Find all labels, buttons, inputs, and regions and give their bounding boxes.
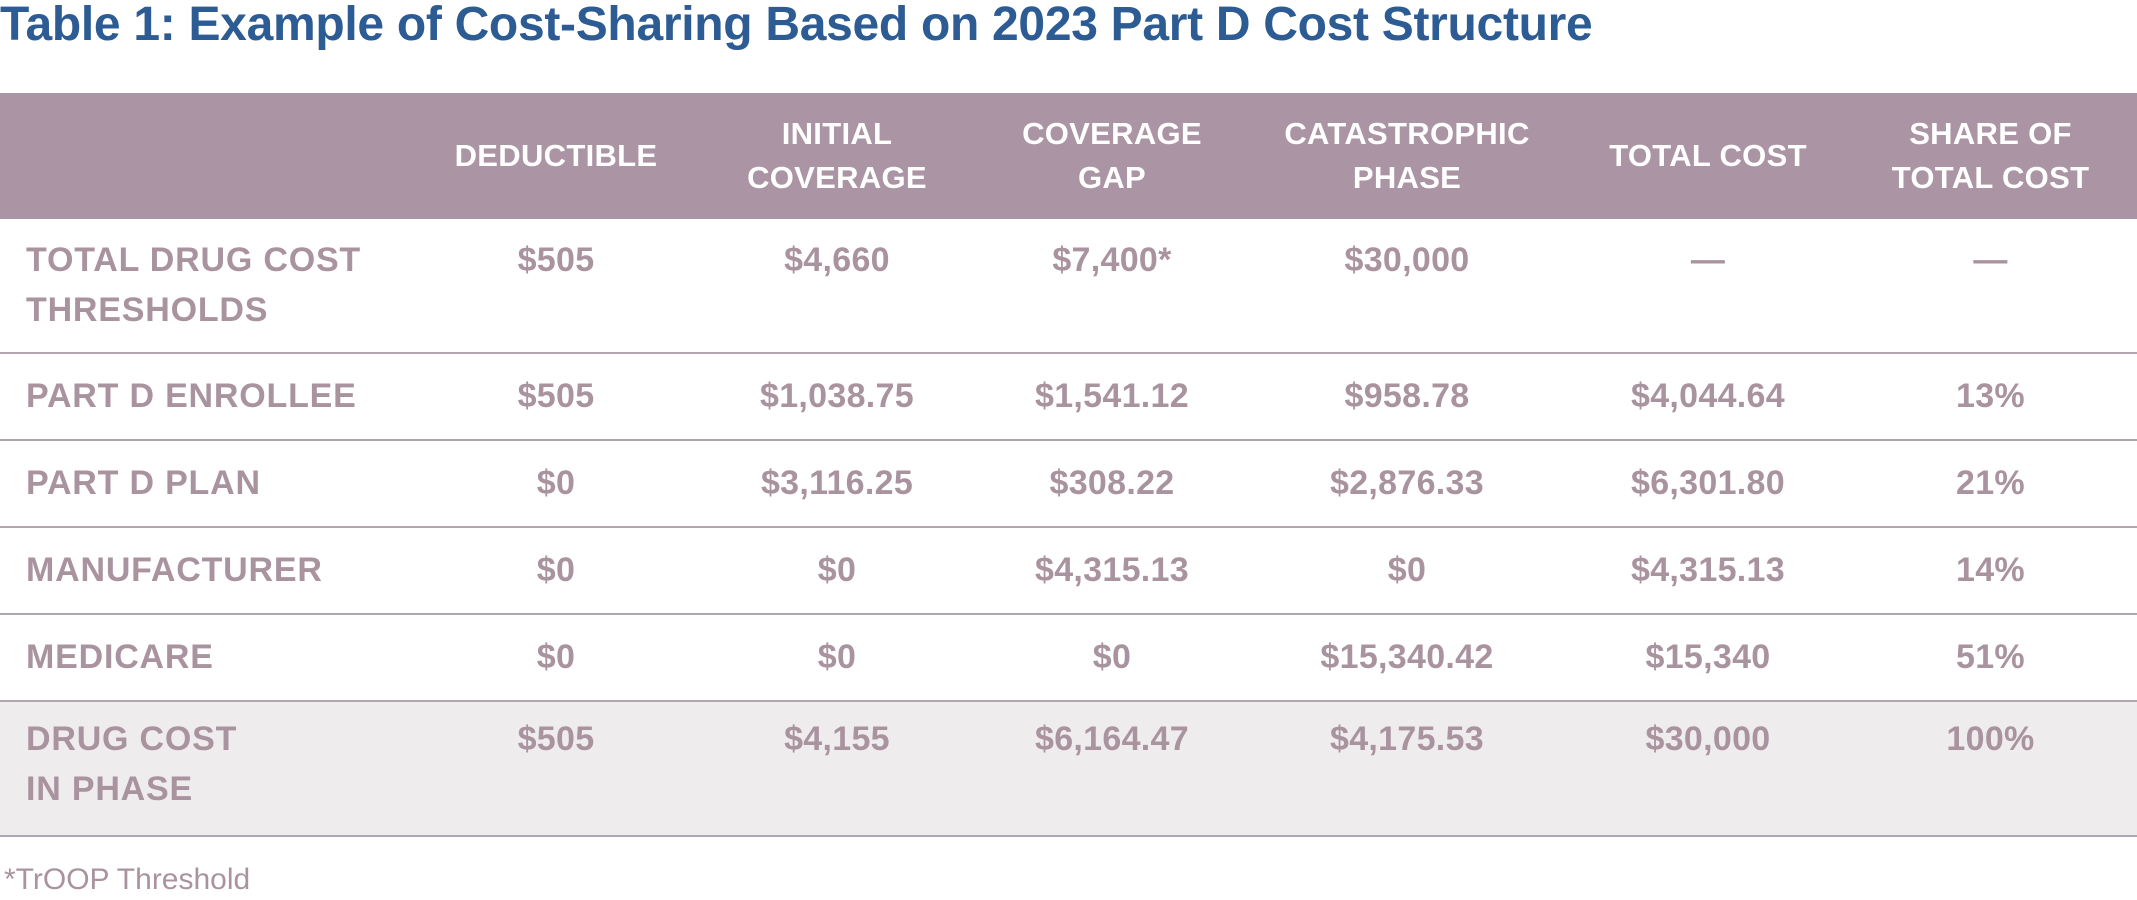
header-cell-initial-coverage: INITIAL COVERAGE bbox=[692, 93, 982, 219]
table-row-total-drug-cost-thresholds: TOTAL DRUG COST THRESHOLDS $505 $4,660 $… bbox=[0, 219, 2137, 354]
table-cell: $0 bbox=[692, 527, 982, 615]
row-label: MEDICARE bbox=[0, 614, 420, 702]
table-cell: — bbox=[1572, 219, 1844, 354]
cost-sharing-table: DEDUCTIBLE INITIAL COVERAGE COVERAGE GAP… bbox=[0, 93, 2137, 837]
table-row-drug-cost-in-phase: DRUG COST IN PHASE $505 $4,155 $6,164.47… bbox=[0, 701, 2137, 837]
table-cell: $6,164.47 bbox=[982, 701, 1242, 837]
table-cell: $15,340.42 bbox=[1242, 614, 1572, 702]
table-cell: $4,155 bbox=[692, 701, 982, 837]
table-cell: $6,301.80 bbox=[1572, 440, 1844, 528]
row-label: MANUFACTURER bbox=[0, 527, 420, 615]
page-title: Table 1: Example of Cost-Sharing Based o… bbox=[0, 0, 1593, 51]
row-label: DRUG COST IN PHASE bbox=[0, 701, 420, 837]
table-cell: 14% bbox=[1844, 527, 2137, 615]
table-cell: $308.22 bbox=[982, 440, 1242, 528]
table-cell: $0 bbox=[982, 614, 1242, 702]
table-cell: $30,000 bbox=[1572, 701, 1844, 837]
table-cell: $7,400* bbox=[982, 219, 1242, 354]
table-cell: $1,038.75 bbox=[692, 353, 982, 441]
header-cell-share-of-total-cost: SHARE OF TOTAL COST bbox=[1844, 93, 2137, 219]
table-row-part-d-enrollee: PART D ENROLLEE $505 $1,038.75 $1,541.12… bbox=[0, 353, 2137, 441]
table-cell: $505 bbox=[420, 353, 692, 441]
table-cell: 100% bbox=[1844, 701, 2137, 837]
header-cell-catastrophic-phase: CATASTROPHIC PHASE bbox=[1242, 93, 1572, 219]
table-cell: $4,660 bbox=[692, 219, 982, 354]
table-cell: $0 bbox=[420, 614, 692, 702]
table-cell: $4,044.64 bbox=[1572, 353, 1844, 441]
table-cell: $15,340 bbox=[1572, 614, 1844, 702]
table-cell: $4,315.13 bbox=[982, 527, 1242, 615]
table-cell: $958.78 bbox=[1242, 353, 1572, 441]
table-cell: $30,000 bbox=[1242, 219, 1572, 354]
table-cell: $505 bbox=[420, 219, 692, 354]
row-label: TOTAL DRUG COST THRESHOLDS bbox=[0, 219, 420, 354]
table-header-row: DEDUCTIBLE INITIAL COVERAGE COVERAGE GAP… bbox=[0, 93, 2137, 219]
table-cell: 51% bbox=[1844, 614, 2137, 702]
header-cell-coverage-gap: COVERAGE GAP bbox=[982, 93, 1242, 219]
table-row-medicare: MEDICARE $0 $0 $0 $15,340.42 $15,340 51% bbox=[0, 614, 2137, 702]
table-row-part-d-plan: PART D PLAN $0 $3,116.25 $308.22 $2,876.… bbox=[0, 440, 2137, 528]
row-label: PART D PLAN bbox=[0, 440, 420, 528]
table-cell: $2,876.33 bbox=[1242, 440, 1572, 528]
table-cell: $505 bbox=[420, 701, 692, 837]
header-cell-deductible: DEDUCTIBLE bbox=[420, 93, 692, 219]
header-cell-label bbox=[0, 93, 420, 219]
table-cell: $1,541.12 bbox=[982, 353, 1242, 441]
table-cell: 13% bbox=[1844, 353, 2137, 441]
table-cell: $4,175.53 bbox=[1242, 701, 1572, 837]
table-cell: $4,315.13 bbox=[1572, 527, 1844, 615]
table-cell: $0 bbox=[420, 527, 692, 615]
table-cell: $3,116.25 bbox=[692, 440, 982, 528]
table-cell: $0 bbox=[1242, 527, 1572, 615]
table-row-manufacturer: MANUFACTURER $0 $0 $4,315.13 $0 $4,315.1… bbox=[0, 527, 2137, 615]
footnote: *TrOOP Threshold bbox=[4, 863, 251, 896]
row-label: PART D ENROLLEE bbox=[0, 353, 420, 441]
header-cell-total-cost: TOTAL COST bbox=[1572, 93, 1844, 219]
table-cell: 21% bbox=[1844, 440, 2137, 528]
table-cell: — bbox=[1844, 219, 2137, 354]
table-cell: $0 bbox=[420, 440, 692, 528]
table-cell: $0 bbox=[692, 614, 982, 702]
